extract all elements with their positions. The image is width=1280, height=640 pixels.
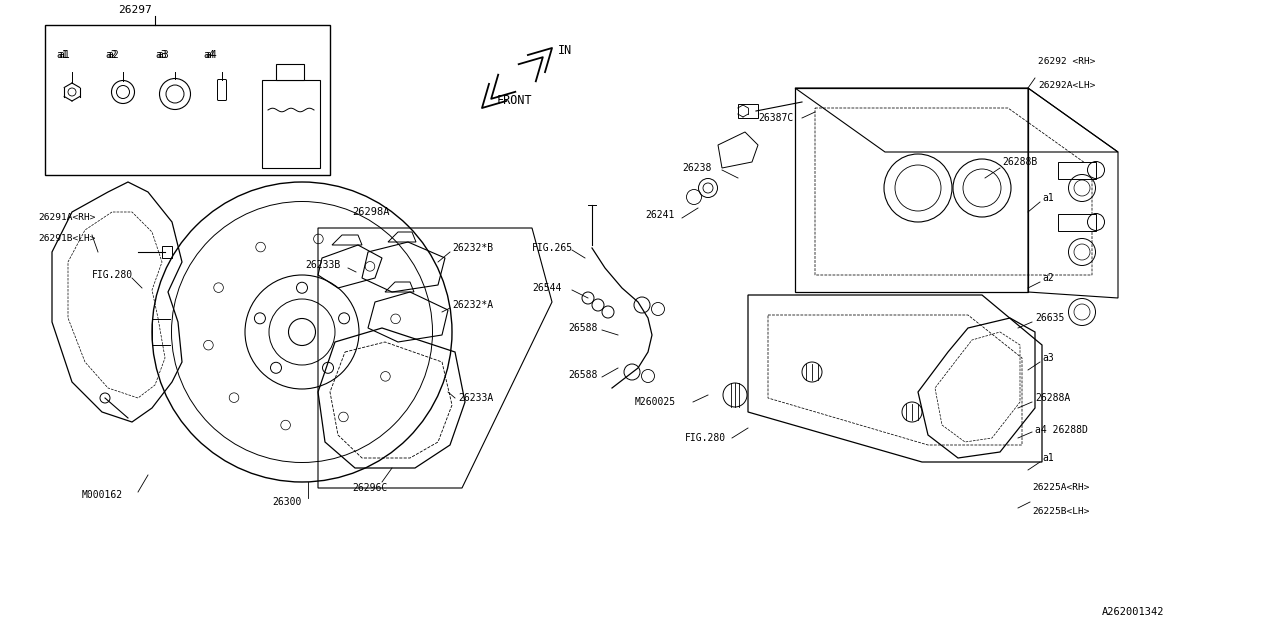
Text: FIG.280: FIG.280 [685, 433, 726, 443]
Text: 26288A: 26288A [1036, 393, 1070, 403]
Bar [1059, 214, 1096, 230]
Bar [163, 246, 172, 258]
Text: FIG.280: FIG.280 [92, 270, 133, 280]
Text: a1: a1 [1042, 193, 1053, 203]
Text: a4: a4 [205, 50, 216, 60]
Bar [45, 25, 330, 175]
Text: a4: a4 [204, 50, 215, 60]
Text: 26292A<LH>: 26292A<LH> [1038, 81, 1096, 90]
Text: 26232*B: 26232*B [452, 243, 493, 253]
Bar [262, 80, 320, 168]
Text: a1: a1 [58, 50, 69, 60]
FancyBboxPatch shape [218, 79, 227, 100]
Text: FIG.265: FIG.265 [532, 243, 573, 253]
Text: 26233A: 26233A [458, 393, 493, 403]
Text: a3: a3 [155, 50, 166, 60]
Text: A262001342: A262001342 [1102, 607, 1165, 617]
Text: M260025: M260025 [635, 397, 676, 407]
Text: 26241: 26241 [645, 210, 675, 220]
Bar [1059, 161, 1096, 179]
Text: a4 26288D: a4 26288D [1036, 425, 1088, 435]
Text: IN: IN [558, 44, 572, 56]
Text: 26233B: 26233B [305, 260, 340, 270]
Text: a3: a3 [157, 50, 169, 60]
Text: a2: a2 [108, 50, 119, 60]
Bar [739, 104, 758, 118]
Text: 26298A: 26298A [352, 207, 389, 217]
Text: 26588: 26588 [568, 370, 598, 380]
Text: a3: a3 [1042, 353, 1053, 363]
Text: a1: a1 [56, 50, 68, 60]
Text: 26544: 26544 [532, 283, 562, 293]
Text: FRONT: FRONT [497, 93, 532, 106]
Text: 26588: 26588 [568, 323, 598, 333]
Text: 26225B<LH>: 26225B<LH> [1032, 508, 1089, 516]
Text: 26300: 26300 [273, 497, 301, 507]
Text: 26291A<RH>: 26291A<RH> [38, 214, 96, 223]
Bar [276, 64, 305, 80]
Text: a1: a1 [1042, 453, 1053, 463]
Text: 26296C: 26296C [352, 483, 388, 493]
Text: 26232*A: 26232*A [452, 300, 493, 310]
Text: 26238: 26238 [682, 163, 712, 173]
Text: 26225A<RH>: 26225A<RH> [1032, 483, 1089, 493]
Text: a2: a2 [1042, 273, 1053, 283]
Text: 26291B<LH>: 26291B<LH> [38, 234, 96, 243]
Text: 26387C: 26387C [758, 113, 794, 123]
Text: 26288B: 26288B [1002, 157, 1037, 167]
Text: 26297: 26297 [118, 5, 152, 15]
Text: a2: a2 [105, 50, 116, 60]
Text: M000162: M000162 [82, 490, 123, 500]
Text: 26292 <RH>: 26292 <RH> [1038, 58, 1096, 67]
Text: 26635: 26635 [1036, 313, 1065, 323]
